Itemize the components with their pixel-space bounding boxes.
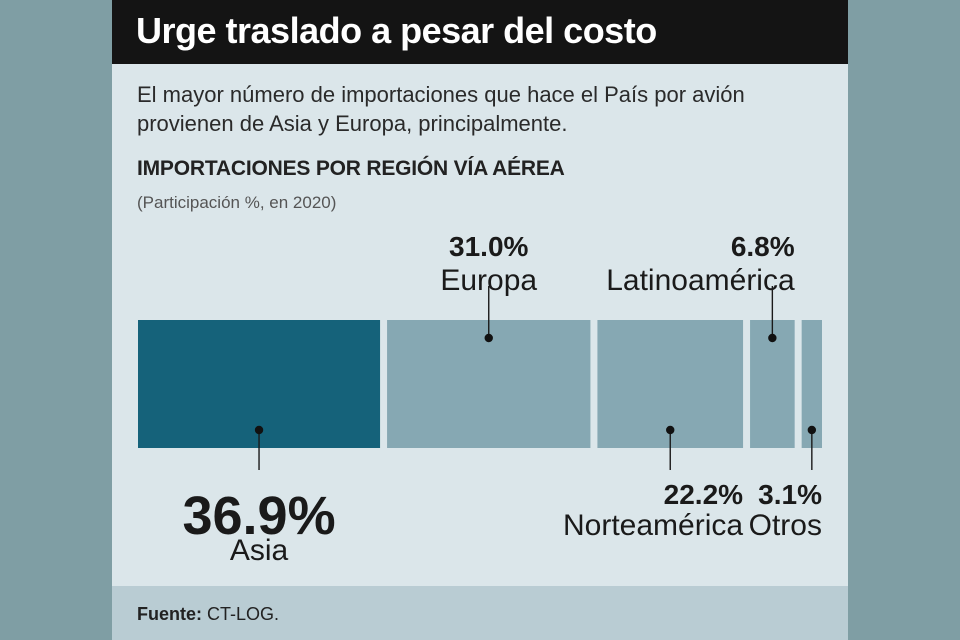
value-label-latinoamerica: 6.8% <box>731 231 795 262</box>
category-label-asia: Asia <box>230 534 289 567</box>
title-bar: Urge traslado a pesar del costo <box>112 0 848 64</box>
bar-otros <box>801 320 822 448</box>
category-label-latinoamerica: Latinoamérica <box>606 264 795 297</box>
chart-subtitle: (Participación %, en 2020) <box>137 193 337 212</box>
source-value: CT-LOG. <box>207 604 280 624</box>
source-label: Fuente: <box>137 604 202 624</box>
marker-dot-norteamerica <box>666 425 675 435</box>
value-label-europa: 31.0% <box>449 231 528 262</box>
page-subtitle: El mayor número de importaciones que hac… <box>137 82 745 136</box>
category-label-europa: Europa <box>440 264 537 297</box>
value-label-norteamerica: 22.2% <box>664 479 743 510</box>
category-label-otros: Otros <box>749 509 822 542</box>
stacked-bar-chart: 36.9%Asia 31.0%Europa 22.2%Norteamérica 6.8… <box>138 231 822 567</box>
value-label-otros: 3.1% <box>758 479 822 510</box>
source-line: Fuente: CT-LOG. <box>137 604 279 625</box>
marker-dot-otros <box>807 425 817 435</box>
infographic-card: Urge traslado a pesar del costo El mayor… <box>112 0 848 640</box>
category-label-norteamerica: Norteamérica <box>563 509 743 542</box>
chart-title: IMPORTACIONES POR REGIÓN VÍA AÉREA <box>137 157 565 180</box>
footer: Fuente: CT-LOG. <box>112 586 848 640</box>
marker-dot-latinoamerica <box>768 333 777 343</box>
value-label-asia: 36.9% <box>182 486 335 546</box>
page-title: Urge traslado a pesar del costo <box>136 10 657 51</box>
marker-dot-europa <box>484 333 493 343</box>
marker-dot-asia <box>254 425 264 435</box>
